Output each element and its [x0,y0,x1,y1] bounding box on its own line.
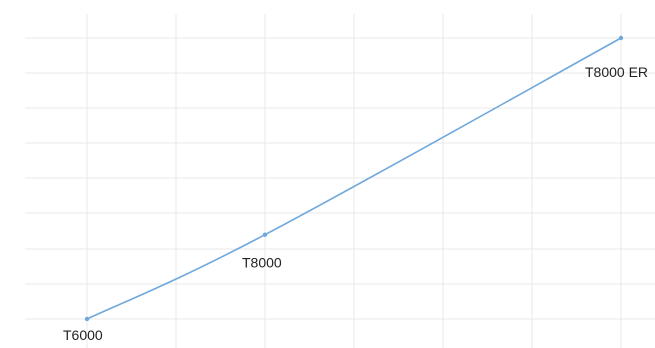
data-point[interactable] [84,316,90,322]
chart-point-labels: T6000 T8000 T8000 ER [63,64,648,343]
point-label: T6000 [63,327,103,343]
chart-series [84,35,624,322]
data-point[interactable] [618,35,624,41]
data-point[interactable] [262,232,268,237]
series-line [86,37,622,320]
point-label: T8000 ER [585,64,648,80]
point-label: T8000 [242,255,282,271]
chart-grid [25,14,655,348]
